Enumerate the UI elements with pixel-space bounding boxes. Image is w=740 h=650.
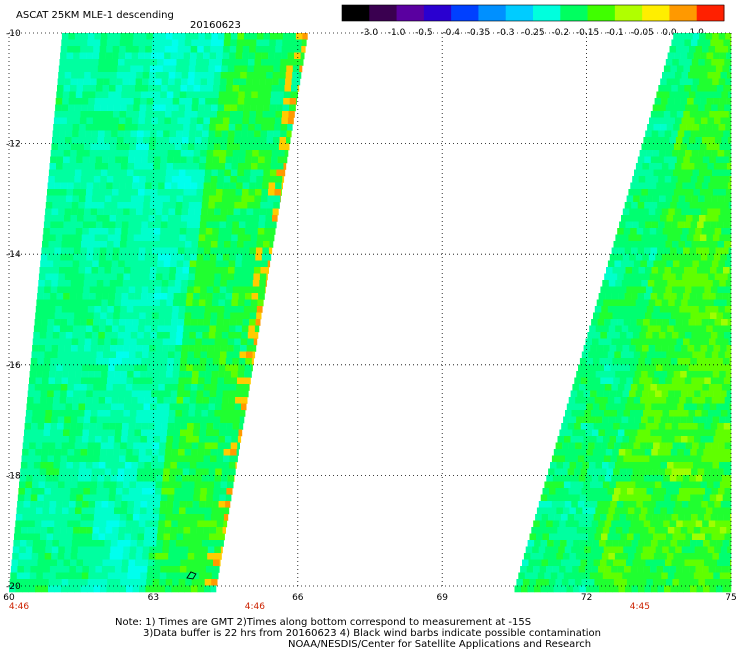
colorbar-label: -0.4 [442, 28, 460, 38]
lon-tick-label: 63 [148, 593, 159, 603]
swath-layer [9, 33, 732, 593]
lat-tick-label: -14 [6, 250, 21, 260]
colorbar-swatch [342, 5, 370, 21]
lat-tick-label: -16 [6, 361, 21, 371]
colorbar-label: -0.2 [552, 28, 570, 38]
colorbar-swatch [642, 5, 670, 21]
colorbar-frame [341, 4, 725, 22]
lon-tick-label: 69 [436, 593, 448, 603]
graticule [8, 32, 732, 587]
wind-barb-icon [186, 571, 197, 580]
lon-tick-label: 72 [581, 593, 592, 603]
product-date: 20160623 [190, 20, 241, 31]
colorbar-label: -1.0 [388, 28, 406, 38]
west-swath [9, 33, 308, 593]
colorbar-swatch [587, 5, 616, 21]
lat-tick-label: -10 [6, 29, 21, 39]
east-swath [514, 33, 732, 593]
note-line-2: 3)Data buffer is 22 hrs from 20160623 4)… [143, 628, 601, 639]
lat-tick-label: -12 [6, 140, 21, 150]
pass-time-label: 4:45 [630, 602, 650, 612]
colorbar-swatch [478, 5, 507, 21]
lon-tick-label: 66 [292, 593, 304, 603]
lat-tick-label: -18 [6, 471, 21, 481]
pass-time-label: 4:46 [9, 602, 29, 612]
lat-tick-label: -20 [6, 582, 21, 592]
colorbar-swatch [423, 5, 452, 21]
colorbar-label: -0.05 [630, 28, 653, 38]
colorbar-label: -0.5 [415, 28, 433, 38]
colorbar-swatch [560, 5, 589, 21]
colorbar-swatch [533, 5, 561, 21]
colorbar-label: -0.15 [576, 28, 599, 38]
colorbar-swatch [451, 5, 479, 21]
colorbar-swatch [505, 5, 534, 21]
lon-tick-label: 75 [725, 593, 736, 603]
product-title: ASCAT 25KM MLE-1 descending [16, 10, 174, 21]
colorbar-swatch [669, 5, 698, 21]
colorbar-swatch [396, 5, 425, 21]
colorbar-swatch [696, 5, 725, 21]
colorbar: -3.0 -1.0 -0.5 -0.4 -0.35 -0.3 -0.25 -0.2 -0.15-… [341, 4, 725, 38]
note-line-1: Note: 1) Times are GMT 2)Times along bot… [115, 617, 532, 628]
colorbar-swatch [369, 5, 398, 21]
note-line-3: NOAA/NESDIS/Center for Satellite Applica… [288, 639, 592, 650]
lon-tick-label: 60 [3, 593, 15, 603]
colorbar-swatch [614, 5, 643, 21]
colorbar-label: -0.35 [467, 28, 490, 38]
colorbar-label: -0.1 [606, 28, 624, 38]
pass-time-label: 4:46 [245, 602, 265, 612]
